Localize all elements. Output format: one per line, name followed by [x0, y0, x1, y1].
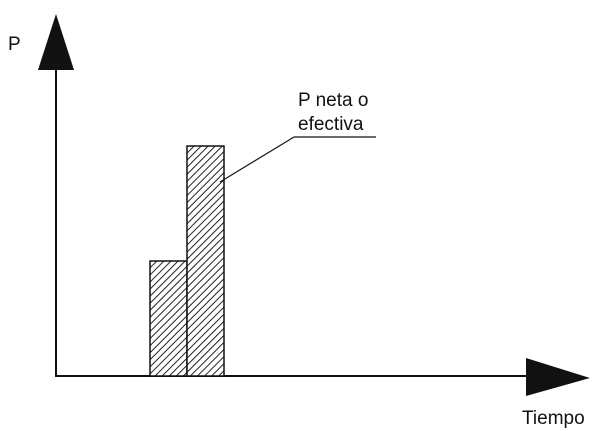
x-axis-arrow [526, 358, 590, 396]
annotation-line: efectiva [298, 114, 364, 135]
annotation-leader [219, 136, 295, 183]
x-axis-label: Tiempo [522, 408, 585, 429]
y-axis-arrow [38, 14, 74, 70]
bar [186, 145, 225, 377]
bar [149, 260, 188, 377]
y-axis-label: P [8, 34, 21, 55]
annotation-line: P neta o [298, 90, 368, 111]
